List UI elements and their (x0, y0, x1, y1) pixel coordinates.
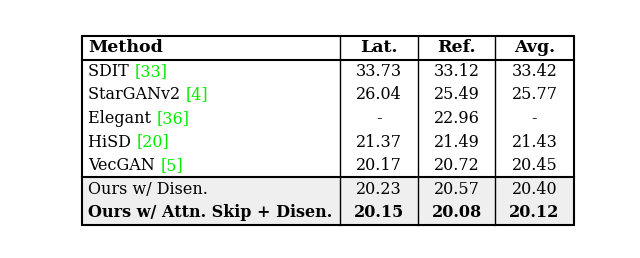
Text: 22.96: 22.96 (434, 110, 479, 127)
Text: 21.43: 21.43 (511, 134, 557, 151)
Text: 20.17: 20.17 (356, 157, 402, 174)
Text: 25.49: 25.49 (434, 86, 479, 103)
Text: SDIT: SDIT (88, 63, 134, 80)
Text: 33.12: 33.12 (434, 63, 479, 80)
Text: StarGANv2: StarGANv2 (88, 86, 186, 103)
Text: VecGAN: VecGAN (88, 157, 160, 174)
Text: Ref.: Ref. (437, 39, 476, 56)
Text: Avg.: Avg. (514, 39, 555, 56)
Bar (83, 201, 573, 225)
Text: 20.23: 20.23 (356, 181, 402, 198)
Text: -: - (532, 110, 537, 127)
Text: 25.77: 25.77 (511, 86, 557, 103)
Text: Elegant: Elegant (88, 110, 157, 127)
Text: Ours w/ Disen.: Ours w/ Disen. (88, 181, 208, 198)
Text: 21.37: 21.37 (356, 134, 402, 151)
Text: 20.40: 20.40 (511, 181, 557, 198)
Text: 33.73: 33.73 (356, 63, 402, 80)
Text: Method: Method (88, 39, 163, 56)
Text: [20]: [20] (136, 134, 169, 151)
Text: 20.72: 20.72 (434, 157, 479, 174)
Text: [5]: [5] (160, 157, 183, 174)
Text: Lat.: Lat. (360, 39, 398, 56)
Text: [4]: [4] (186, 86, 208, 103)
Text: 20.45: 20.45 (511, 157, 557, 174)
Text: [33]: [33] (134, 63, 167, 80)
Text: 26.04: 26.04 (356, 86, 402, 103)
Text: -: - (376, 110, 382, 127)
Text: 33.42: 33.42 (511, 63, 557, 80)
Text: [36]: [36] (157, 110, 189, 127)
Text: Ours w/ Attn. Skip + Disen.: Ours w/ Attn. Skip + Disen. (88, 204, 333, 221)
Text: 20.08: 20.08 (431, 204, 482, 221)
Text: 20.12: 20.12 (509, 204, 559, 221)
Text: 20.15: 20.15 (354, 204, 404, 221)
Text: 20.57: 20.57 (434, 181, 479, 198)
Text: HiSD: HiSD (88, 134, 136, 151)
Text: 21.49: 21.49 (434, 134, 479, 151)
Bar (83, 178, 573, 201)
